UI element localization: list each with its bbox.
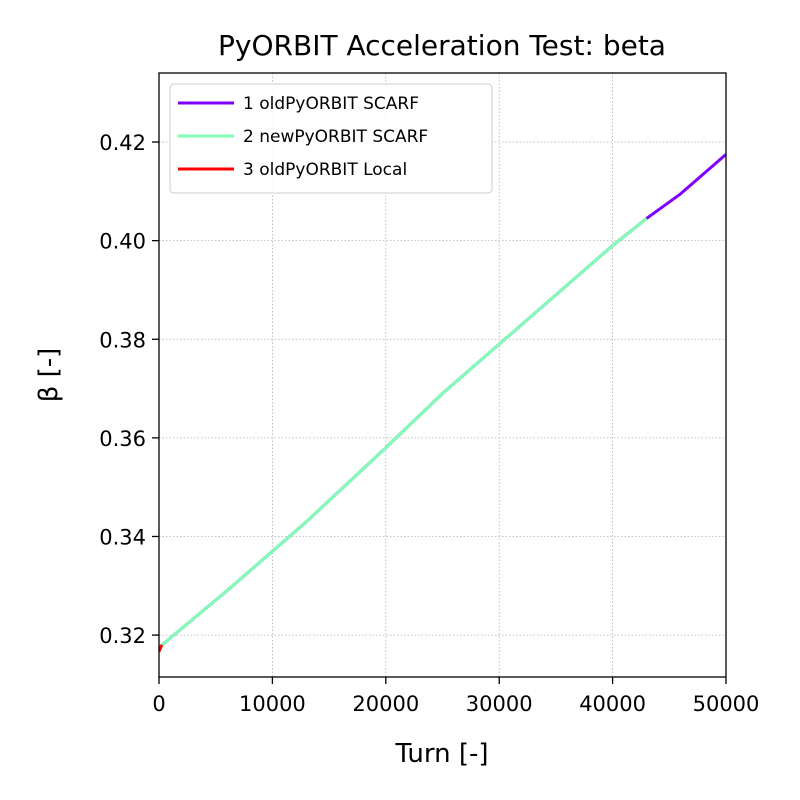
legend: 1 oldPyORBIT SCARF 2 newPyORBIT SCARF 3 ol… <box>169 83 493 194</box>
y-axis-label: β [-] <box>34 348 64 403</box>
x-tick-label: 30000 <box>466 692 533 716</box>
y-tick-label: 0.36 <box>99 427 146 451</box>
y-tick-label: 0.42 <box>99 131 146 155</box>
plot-frame <box>158 72 727 678</box>
y-tick-label: 0.32 <box>99 624 146 648</box>
y-tick-label: 0.40 <box>99 230 146 254</box>
y-tick-label: 0.34 <box>99 525 146 549</box>
x-axis-label: Turn [-] <box>394 739 488 769</box>
x-tick-label: 10000 <box>239 692 306 716</box>
x-tick-label: 50000 <box>693 692 760 716</box>
axis-ticks: 0 10000 20000 30000 40000 50000 0.32 0.34 0.36 0.… <box>99 131 759 716</box>
legend-box <box>169 83 493 194</box>
x-tick-label: 40000 <box>579 692 646 716</box>
legend-entry-label: 2 newPyORBIT SCARF <box>243 127 428 147</box>
y-tick-label: 0.38 <box>99 328 146 352</box>
x-tick-label: 0 <box>152 692 165 716</box>
series-line-2 <box>159 217 648 649</box>
legend-entry-label: 3 oldPyORBIT Local <box>243 160 407 180</box>
chart-title: PyORBIT Acceleration Test: beta <box>218 29 666 62</box>
legend-entry-label: 1 oldPyORBIT SCARF <box>243 94 419 114</box>
x-tick-label: 20000 <box>352 692 419 716</box>
